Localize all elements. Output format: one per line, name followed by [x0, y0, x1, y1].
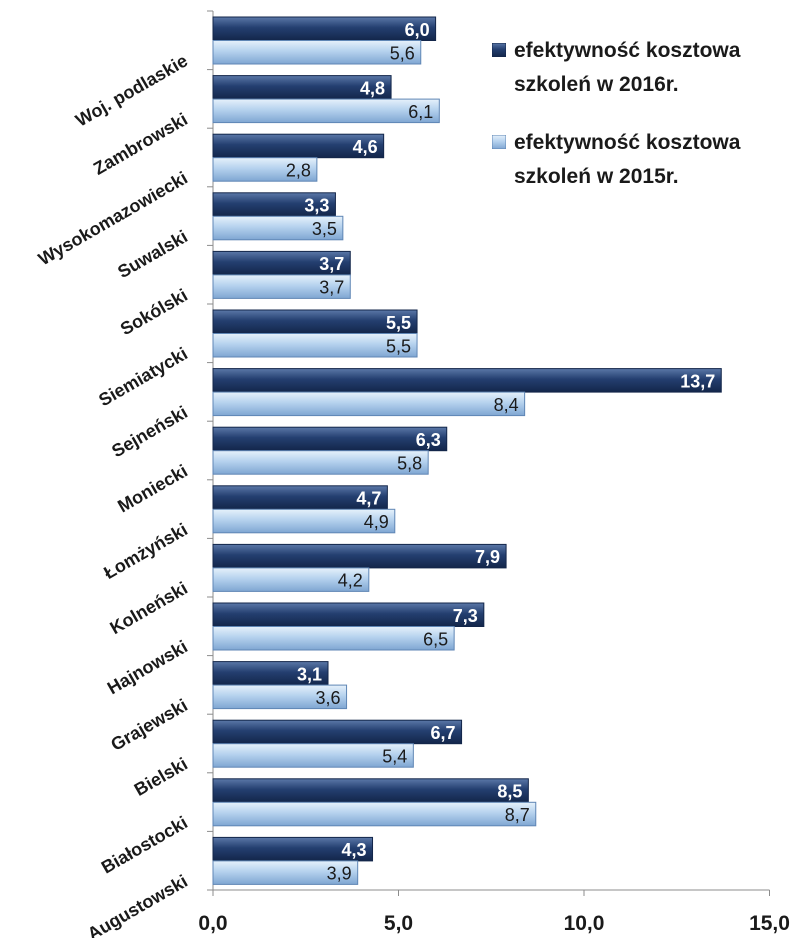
bar-2016: [213, 369, 721, 393]
data-label-2016: 4,6: [353, 137, 378, 157]
data-label-2015: 5,8: [397, 453, 422, 473]
data-label-2015: 6,5: [423, 629, 448, 649]
legend-swatch-2015: [492, 135, 506, 149]
data-label-2016: 3,1: [297, 664, 322, 684]
bar-2016: [213, 603, 484, 627]
data-label-2016: 13,7: [680, 371, 715, 391]
data-label-2016: 3,3: [304, 196, 329, 216]
data-label-2015: 5,5: [386, 336, 411, 356]
data-label-2016: 6,3: [416, 430, 441, 450]
data-label-2015: 2,8: [286, 160, 311, 180]
data-label-2015: 3,6: [316, 688, 341, 708]
bar-2016: [213, 544, 506, 568]
category-label: Suwalski: [114, 226, 191, 282]
x-tick-label: 0,0: [198, 912, 227, 935]
data-label-2015: 6,1: [408, 102, 433, 122]
data-label-2015: 3,5: [312, 219, 337, 239]
data-label-2015: 5,6: [390, 43, 415, 63]
data-label-2016: 4,3: [341, 840, 366, 860]
legend-item-2016: efektywność kosztowa szkoleń w 2016r.: [492, 34, 782, 102]
data-label-2015: 8,7: [505, 805, 530, 825]
data-label-2016: 4,7: [356, 489, 381, 509]
bar-2016: [213, 779, 528, 803]
category-label: Białostocki: [98, 812, 191, 877]
x-tick-label: 10,0: [564, 912, 605, 935]
legend-label-2015-line2: szkoleń w 2015r.: [514, 160, 782, 194]
legend-label-2015-line1: efektywność kosztowa: [514, 126, 782, 160]
data-label-2015: 4,2: [338, 571, 363, 591]
category-label: Sokólski: [117, 285, 191, 339]
bar-2016: [213, 427, 447, 451]
data-label-2016: 6,7: [431, 723, 456, 743]
legend-swatch-2016: [492, 43, 506, 57]
legend-item-2015: efektywność kosztowa szkoleń w 2015r.: [492, 126, 782, 194]
x-tick-label: 15,0: [749, 912, 790, 935]
data-label-2016: 4,8: [360, 78, 385, 98]
bar-2015: [213, 802, 536, 826]
data-label-2016: 7,3: [453, 606, 478, 626]
category-label: Augustowski: [84, 871, 191, 938]
legend-label-2016-line2: szkoleń w 2016r.: [514, 68, 782, 102]
category-label: Moniecki: [114, 461, 191, 517]
data-label-2016: 5,5: [386, 313, 411, 333]
bar-2016: [213, 17, 436, 41]
data-label-2015: 5,4: [382, 746, 407, 766]
category-label: Sejneński: [108, 402, 191, 461]
data-label-2015: 3,7: [319, 278, 344, 298]
data-label-2016: 8,5: [497, 782, 522, 802]
bar-2015: [213, 451, 428, 475]
data-label-2015: 3,9: [327, 864, 352, 884]
bar-2015: [213, 99, 439, 123]
legend-label-2016-line1: efektywność kosztowa: [514, 34, 782, 68]
x-tick-label: 5,0: [384, 912, 413, 935]
legend: efektywność kosztowa szkoleń w 2016r. ef…: [492, 34, 782, 218]
data-label-2015: 8,4: [494, 395, 519, 415]
category-label: Łomżyński: [100, 519, 191, 583]
data-label-2016: 3,7: [319, 254, 344, 274]
bar-2015: [213, 392, 525, 416]
data-label-2016: 7,9: [475, 547, 500, 567]
category-label: Bielski: [131, 754, 191, 800]
category-label: Grajewski: [107, 695, 191, 755]
data-label-2016: 6,0: [405, 20, 430, 40]
category-label: Siemiatycki: [95, 343, 191, 410]
bar-2015: [213, 627, 454, 651]
category-label: Zambrowski: [90, 109, 191, 179]
category-label: Kolneński: [106, 578, 191, 638]
data-label-2015: 4,9: [364, 512, 389, 532]
category-label: Hajnowski: [104, 636, 191, 698]
bar-2016: [213, 720, 462, 744]
